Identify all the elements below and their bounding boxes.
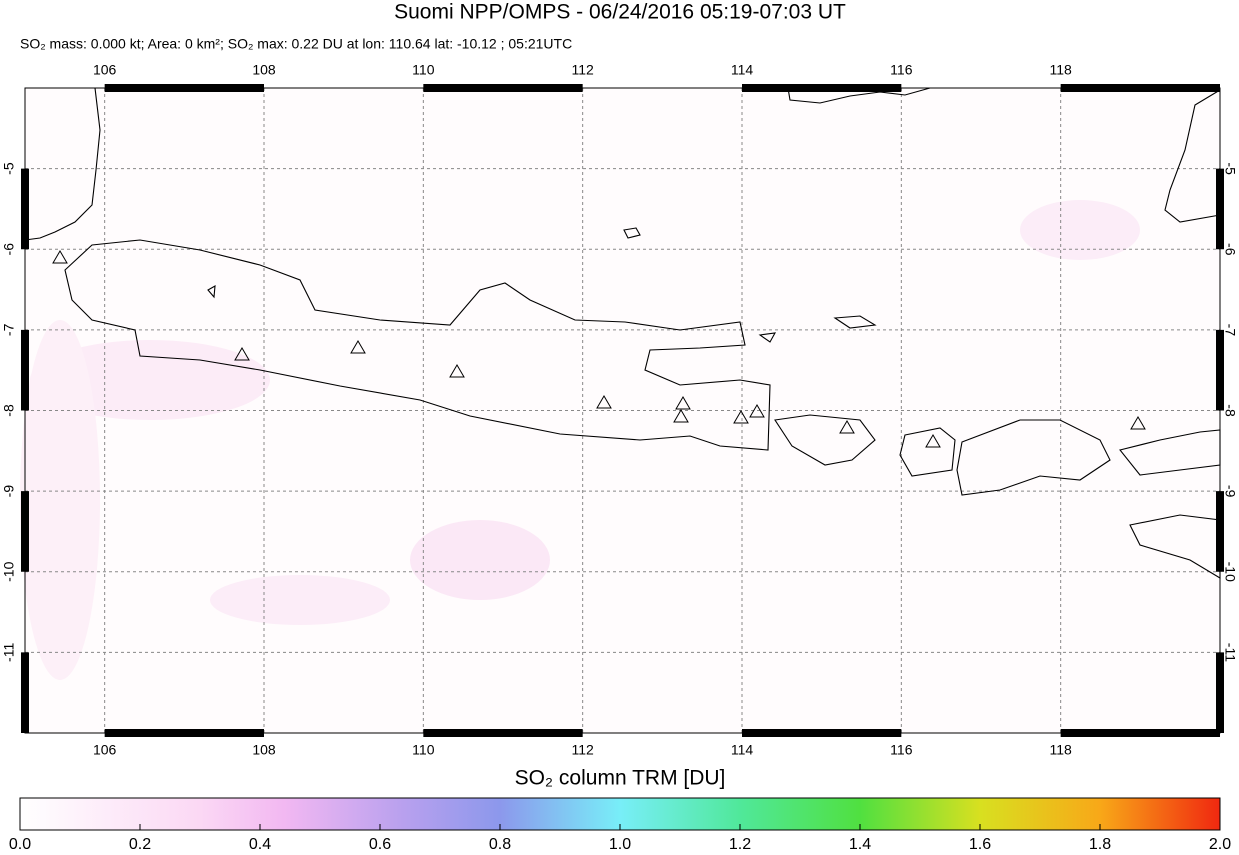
- lon-tick-label: 110: [412, 62, 435, 78]
- lat-tick-label: -7: [1, 323, 17, 336]
- coastline-sumatra: [24, 87, 101, 241]
- volcano: [52, 250, 1146, 448]
- frame-bar: [742, 84, 902, 92]
- coastline-lombok: [899, 427, 956, 477]
- frame-bar: [104, 84, 265, 92]
- colorbar-tick-label: 1.4: [849, 836, 871, 853]
- frame-bar: [1216, 491, 1224, 572]
- colorbar-tick-label: 0.2: [129, 836, 151, 853]
- lat-tick-label: -11: [1222, 643, 1238, 662]
- coastline-bali: [774, 414, 876, 466]
- frame-bar: [1060, 84, 1220, 92]
- lon-tick-label: 114: [731, 742, 754, 758]
- colorbar-tick-label: 1.8: [1089, 836, 1111, 853]
- map: [20, 84, 1224, 737]
- lon-tick-label: 118: [1050, 62, 1073, 78]
- subtitle: SO₂ mass: 0.000 kt; Area: 0 km²; SO₂ max…: [20, 36, 572, 52]
- frame-bar: [21, 168, 29, 250]
- colorbar-tick-label: 0.6: [369, 836, 391, 853]
- frame-bar: [423, 84, 583, 92]
- lon-tick-label: 110: [412, 742, 435, 758]
- colorbar-tick-label: 1.6: [969, 836, 991, 853]
- lat-tick-label: -6: [1, 243, 17, 256]
- colorbar-label: SO₂ column TRM [DU]: [515, 767, 726, 790]
- frame-bar: [1216, 652, 1224, 733]
- frame-bar: [1060, 729, 1220, 737]
- lat-tick-label: -8: [1, 404, 17, 417]
- lat-tick-label: -8: [1222, 404, 1238, 417]
- colorbar-tick-label: 0.0: [9, 836, 31, 853]
- frame-bar: [1216, 168, 1224, 250]
- frame-bar: [21, 652, 29, 733]
- coastline-sulawesi: [1164, 89, 1221, 223]
- lon-tick-label: 116: [890, 62, 913, 78]
- frame-bar: [423, 729, 583, 737]
- frame-bar: [1216, 329, 1224, 411]
- lat-tick-label: -10: [1, 561, 17, 581]
- lat-tick-label: -5: [1, 162, 17, 175]
- lon-tick-label: 112: [572, 62, 595, 78]
- title: Suomi NPP/OMPS - 06/24/2016 05:19-07:03 …: [394, 1, 846, 24]
- lon-tick-label: 114: [731, 62, 754, 78]
- frame-bar: [21, 491, 29, 572]
- lat-tick-label: -9: [1, 485, 17, 498]
- colorbar-tick-label: 2.0: [1209, 836, 1231, 853]
- lon-tick-label: 116: [890, 742, 913, 758]
- so2-patch: [1020, 200, 1140, 260]
- frame-bar: [104, 729, 265, 737]
- coastline-bawean: [623, 227, 641, 239]
- lon-tick-label: 112: [572, 742, 595, 758]
- frame-bar: [742, 729, 902, 737]
- volcanoes: [52, 250, 1146, 448]
- coastline-kalimantan: [787, 87, 931, 104]
- coastline-java: [64, 239, 771, 451]
- lon-tick-label: 108: [252, 62, 276, 78]
- lat-tick-label: -7: [1222, 324, 1238, 337]
- coastline-sumbawa: [956, 419, 1111, 496]
- so2-patch: [410, 520, 550, 600]
- colorbar-tick-label: 1.0: [609, 836, 631, 853]
- lat-tick-label: -10: [1222, 562, 1238, 582]
- lat-tick-label: -11: [1, 643, 17, 662]
- lat-tick-label: -6: [1222, 243, 1238, 256]
- frame-bar: [21, 329, 29, 411]
- lon-tick-label: 106: [93, 742, 117, 758]
- lat-tick-label: -5: [1222, 162, 1238, 175]
- lat-tick-label: -9: [1222, 485, 1238, 498]
- so2-patch: [20, 320, 100, 680]
- colorbar-tick-label: 0.8: [489, 836, 511, 853]
- colorbar-tick-label: 0.4: [249, 836, 271, 853]
- coastline-islands: [207, 284, 877, 343]
- lon-tick-label: 106: [93, 62, 117, 78]
- lon-tick-label: 118: [1050, 742, 1073, 758]
- lon-tick-label: 108: [252, 742, 276, 758]
- so2-patch: [210, 575, 390, 625]
- colorbar-tick-label: 1.2: [729, 836, 751, 853]
